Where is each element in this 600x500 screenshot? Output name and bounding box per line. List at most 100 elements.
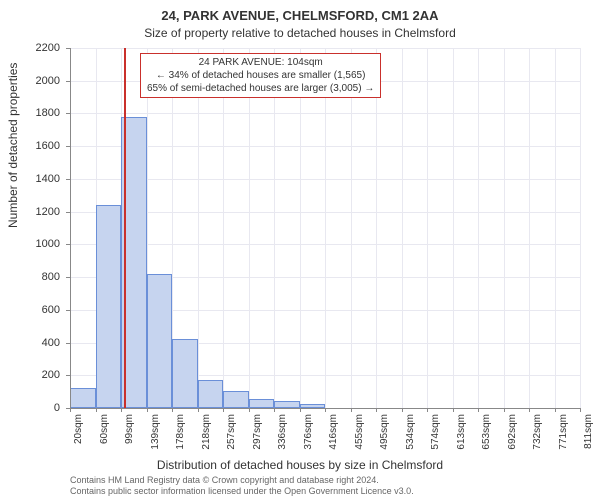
property-marker-line xyxy=(124,48,126,408)
x-tick-label: 613sqm xyxy=(456,414,467,464)
y-tick-mark xyxy=(66,81,70,82)
y-tick-label: 800 xyxy=(0,271,60,283)
y-axis-line xyxy=(70,48,71,408)
x-tick-label: 60sqm xyxy=(99,414,110,464)
x-tick-mark xyxy=(121,408,122,412)
x-tick-mark xyxy=(478,408,479,412)
grid-line-v xyxy=(300,48,301,408)
x-tick-label: 692sqm xyxy=(507,414,518,464)
plot-area: 24 PARK AVENUE: 104sqm← 34% of detached … xyxy=(70,48,580,408)
grid-line-v xyxy=(198,48,199,408)
grid-line-v xyxy=(504,48,505,408)
histogram-bar xyxy=(198,380,223,408)
x-tick-mark xyxy=(70,408,71,412)
x-tick-label: 495sqm xyxy=(379,414,390,464)
x-tick-mark xyxy=(325,408,326,412)
annotation-box: 24 PARK AVENUE: 104sqm← 34% of detached … xyxy=(140,53,381,98)
grid-line-v xyxy=(402,48,403,408)
x-tick-label: 653sqm xyxy=(481,414,492,464)
grid-line-v xyxy=(351,48,352,408)
y-tick-label: 0 xyxy=(0,402,60,414)
histogram-bar xyxy=(249,399,274,408)
histogram-bar xyxy=(274,401,300,408)
annotation-line1: 24 PARK AVENUE: 104sqm xyxy=(147,56,374,69)
x-tick-mark xyxy=(96,408,97,412)
x-tick-mark xyxy=(402,408,403,412)
y-tick-mark xyxy=(66,146,70,147)
x-tick-mark xyxy=(300,408,301,412)
footer-line2: Contains public sector information licen… xyxy=(70,486,414,497)
x-tick-mark xyxy=(555,408,556,412)
x-tick-label: 20sqm xyxy=(73,414,84,464)
y-tick-mark xyxy=(66,179,70,180)
grid-line-v xyxy=(555,48,556,408)
histogram-bar xyxy=(172,339,198,408)
y-tick-mark xyxy=(66,310,70,311)
x-tick-label: 732sqm xyxy=(532,414,543,464)
x-tick-label: 99sqm xyxy=(124,414,135,464)
y-tick-label: 400 xyxy=(0,337,60,349)
y-tick-mark xyxy=(66,244,70,245)
grid-line-v xyxy=(223,48,224,408)
y-tick-label: 1600 xyxy=(0,140,60,152)
x-tick-mark xyxy=(529,408,530,412)
x-tick-label: 771sqm xyxy=(558,414,569,464)
x-tick-mark xyxy=(147,408,148,412)
y-tick-mark xyxy=(66,48,70,49)
x-tick-mark xyxy=(223,408,224,412)
y-tick-label: 1400 xyxy=(0,173,60,185)
annotation-line2: ← 34% of detached houses are smaller (1,… xyxy=(147,69,374,82)
y-tick-mark xyxy=(66,277,70,278)
annotation-line3: 65% of semi-detached houses are larger (… xyxy=(147,82,374,95)
x-tick-label: 178sqm xyxy=(175,414,186,464)
y-tick-label: 1200 xyxy=(0,206,60,218)
y-tick-label: 2000 xyxy=(0,75,60,87)
y-tick-mark xyxy=(66,375,70,376)
histogram-bar xyxy=(147,274,172,408)
y-tick-label: 600 xyxy=(0,304,60,316)
grid-line-v xyxy=(478,48,479,408)
x-tick-label: 218sqm xyxy=(201,414,212,464)
y-tick-label: 1000 xyxy=(0,238,60,250)
histogram-bar xyxy=(223,391,249,408)
grid-line-v xyxy=(249,48,250,408)
x-tick-label: 297sqm xyxy=(252,414,263,464)
x-tick-mark xyxy=(172,408,173,412)
property-size-histogram: 24, PARK AVENUE, CHELMSFORD, CM1 2AA Siz… xyxy=(0,0,600,500)
x-tick-label: 336sqm xyxy=(277,414,288,464)
grid-line-v xyxy=(376,48,377,408)
x-tick-mark xyxy=(427,408,428,412)
x-tick-mark xyxy=(376,408,377,412)
x-tick-mark xyxy=(504,408,505,412)
y-tick-label: 200 xyxy=(0,369,60,381)
chart-footer: Contains HM Land Registry data © Crown c… xyxy=(70,475,414,497)
x-tick-label: 416sqm xyxy=(328,414,339,464)
chart-title: 24, PARK AVENUE, CHELMSFORD, CM1 2AA xyxy=(0,8,600,23)
y-tick-mark xyxy=(66,113,70,114)
x-tick-mark xyxy=(198,408,199,412)
grid-line-v xyxy=(427,48,428,408)
x-tick-mark xyxy=(580,408,581,412)
x-tick-mark xyxy=(351,408,352,412)
y-tick-label: 2200 xyxy=(0,42,60,54)
x-axis-label: Distribution of detached houses by size … xyxy=(0,458,600,472)
x-tick-label: 455sqm xyxy=(354,414,365,464)
footer-line1: Contains HM Land Registry data © Crown c… xyxy=(70,475,414,486)
histogram-bar xyxy=(96,205,121,408)
chart-subtitle: Size of property relative to detached ho… xyxy=(0,26,600,40)
x-tick-mark xyxy=(249,408,250,412)
x-tick-label: 574sqm xyxy=(430,414,441,464)
y-tick-label: 1800 xyxy=(0,107,60,119)
x-tick-label: 139sqm xyxy=(150,414,161,464)
grid-line-v xyxy=(453,48,454,408)
grid-line-v xyxy=(274,48,275,408)
x-tick-label: 376sqm xyxy=(303,414,314,464)
y-tick-mark xyxy=(66,212,70,213)
x-tick-mark xyxy=(453,408,454,412)
x-tick-mark xyxy=(274,408,275,412)
grid-line-v xyxy=(325,48,326,408)
y-tick-mark xyxy=(66,343,70,344)
x-tick-label: 534sqm xyxy=(405,414,416,464)
x-tick-label: 257sqm xyxy=(226,414,237,464)
x-tick-label: 811sqm xyxy=(583,414,594,464)
